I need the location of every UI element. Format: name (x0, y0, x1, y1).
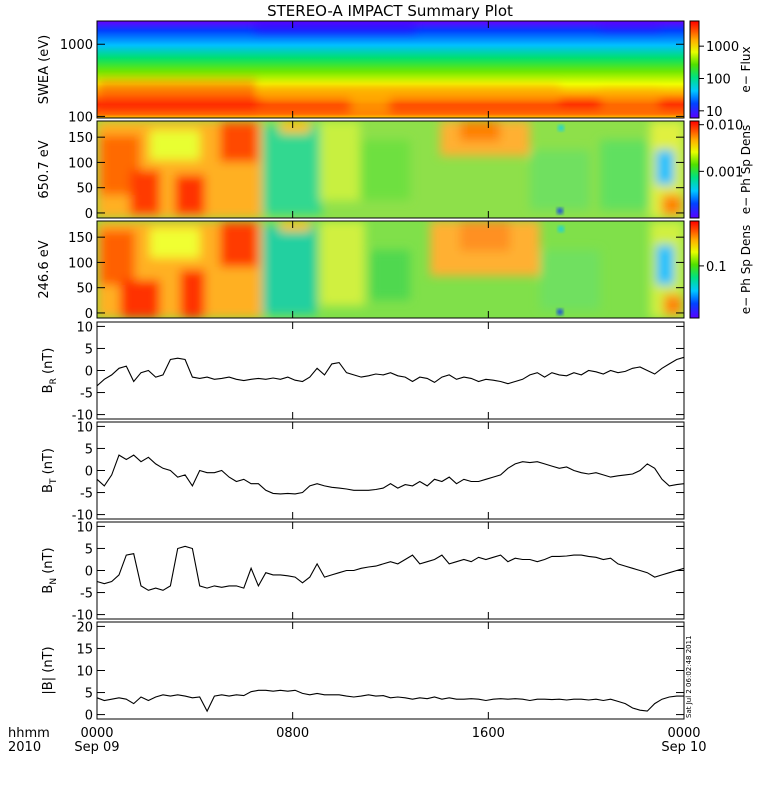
y-tick-label: -5 (80, 387, 93, 402)
timestamp-stamp: Sat Jul 2 06:02:48 2011 (685, 635, 693, 718)
y-tick-label: -10 (72, 409, 93, 424)
y-tick-label: 100 (68, 156, 93, 171)
y-axis-label: SWEA (eV) (37, 35, 52, 104)
y-tick-label: 150 (68, 231, 93, 246)
y-tick-label: 100 (68, 110, 93, 125)
x-tick-label: 0000 (667, 726, 700, 741)
y-axis-label: BT (nT) (41, 448, 59, 493)
y-tick-label: 1000 (60, 38, 93, 53)
y-tick-label: 5 (85, 687, 93, 702)
y-tick-label: -5 (80, 587, 93, 602)
corner-year: 2010 (8, 740, 41, 755)
y-tick-label: 0 (85, 565, 93, 580)
series-line (96, 454, 685, 495)
series-line (96, 545, 685, 591)
colorbar-650 (689, 120, 700, 219)
y-tick-label: 50 (76, 182, 93, 197)
bt-panel (96, 421, 685, 520)
y-tick-label: 10 (76, 520, 93, 535)
colorbar-tick-label: 10 (706, 105, 723, 120)
y-tick-label: -5 (80, 487, 93, 502)
y-tick-label: 5 (85, 342, 93, 357)
bmag-panel (96, 621, 685, 720)
x-tick-sublabel: Sep 10 (661, 740, 706, 755)
pad-650-panel (96, 120, 685, 219)
colorbar-flux (689, 20, 700, 119)
x-tick-label: 0000 (80, 726, 113, 741)
y-tick-label: -10 (72, 609, 93, 624)
y-tick-label: 0 (85, 709, 93, 724)
series-line (96, 356, 685, 387)
y-tick-label: 100 (68, 256, 93, 271)
colorbar-tick-label: 0.1 (706, 260, 727, 275)
y-tick-label: 20 (76, 620, 93, 635)
y-axis-label: 246.6 eV (37, 240, 52, 298)
y-axis-label: BN (nT) (41, 547, 59, 593)
y-tick-label: 0 (85, 365, 93, 380)
swea-heatmap (97, 21, 684, 118)
colorbar-label: e− Flux (739, 46, 753, 92)
colorbar-246 (689, 220, 700, 319)
y-tick-label: 5 (85, 542, 93, 557)
x-tick-label: 1600 (472, 726, 505, 741)
y-tick-label: 10 (76, 320, 93, 335)
swea-spectrogram-panel (96, 20, 685, 119)
x-tick-label: 0800 (276, 726, 309, 741)
y-tick-label: 10 (76, 420, 93, 435)
pad-246-panel (96, 220, 685, 319)
y-tick-label: -10 (72, 509, 93, 524)
y-tick-label: 15 (76, 642, 93, 657)
y-axis-label: BR (nT) (41, 348, 59, 394)
y-tick-label: 50 (76, 282, 93, 297)
pad-650-heatmap (97, 121, 684, 218)
colorbar-tick-label: 1000 (706, 40, 739, 55)
colorbar-tick-label: 0.001 (706, 165, 743, 180)
y-tick-label: 0 (85, 307, 93, 322)
colorbar-label: e− Ph Sp Dens (739, 125, 753, 214)
pad-246-heatmap (97, 221, 684, 318)
chart-title: STEREO-A IMPACT Summary Plot (267, 2, 513, 20)
colorbar-label: e− Ph Sp Dens (739, 225, 753, 314)
y-tick-label: 150 (68, 131, 93, 146)
br-panel (96, 321, 685, 420)
colorbar-tick-label: 100 (706, 72, 731, 87)
y-tick-label: 0 (85, 207, 93, 222)
y-axis-label: |B| (nT) (41, 646, 56, 694)
corner-label: hhmm (8, 726, 50, 741)
y-tick-label: 5 (85, 442, 93, 457)
y-tick-label: 0 (85, 465, 93, 480)
colorbar-tick-label: 0.010 (706, 119, 743, 134)
y-tick-label: 10 (76, 665, 93, 680)
y-axis-label: 650.7 eV (37, 140, 52, 198)
series-line (96, 689, 684, 713)
x-tick-sublabel: Sep 09 (74, 740, 119, 755)
bn-panel (96, 521, 685, 620)
